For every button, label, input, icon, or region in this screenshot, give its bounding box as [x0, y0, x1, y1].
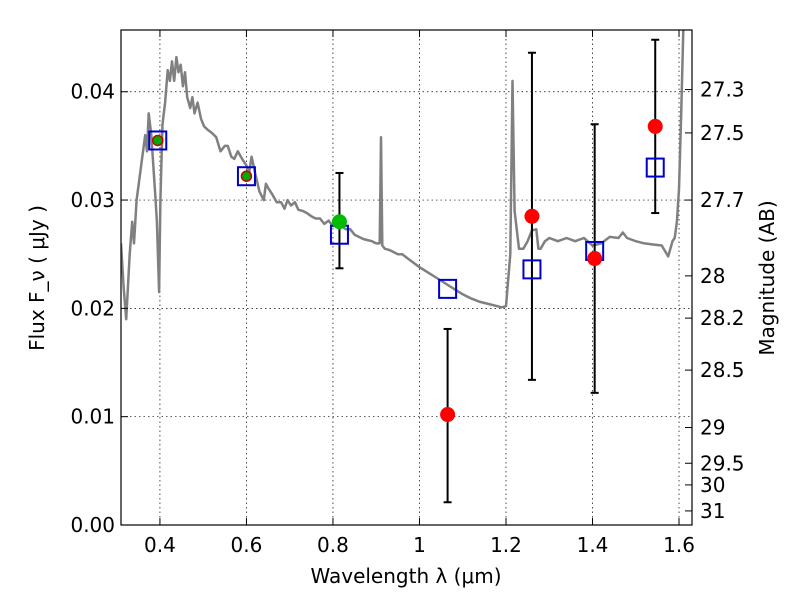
detection-point-green: [331, 214, 347, 230]
data-series: [121, 30, 685, 504]
y-tick-label: 0.01: [70, 405, 115, 429]
x-tick-label: 1.2: [490, 533, 522, 557]
model-photometry-square: [522, 259, 542, 280]
y-axis-label: Flux F_ν ( μJy ): [25, 205, 49, 351]
y-tick-label: 0.04: [70, 80, 115, 104]
optical-small-marker: [240, 170, 253, 182]
right-tick-label: 27.7: [700, 188, 745, 212]
detection-point-red: [440, 407, 456, 423]
right-tick-label: 27.5: [700, 121, 745, 145]
x-tick-label: 0.8: [317, 533, 349, 557]
right-tick-label: 28.2: [700, 306, 745, 330]
model-photometry-square: [236, 166, 256, 187]
x-tick-label: 1.6: [663, 533, 695, 557]
detection-point-red: [647, 118, 663, 134]
y-axis-right-label: Magnitude (AB): [755, 200, 779, 355]
axes: 0.4 0.6 0.8 1 1.2 1.4 1.6 0.00 0.01 0.02 0.03 0.04 2…: [70, 30, 745, 557]
x-tick-label: 1.4: [577, 533, 609, 557]
x-tick-label: 0.6: [231, 533, 263, 557]
plot-frame: [120, 29, 693, 526]
right-tick-label: 29.5: [700, 451, 745, 475]
model-photometry-square: [438, 278, 458, 299]
detection-point-red: [587, 251, 603, 267]
right-tick-label: 28.5: [700, 358, 745, 382]
y-tick-label: 0.03: [70, 188, 115, 212]
right-tick-label: 28: [700, 264, 725, 288]
y-tick-label: 0.02: [70, 296, 115, 320]
right-tick-label: 27.3: [700, 78, 745, 102]
model-photometry-square: [645, 157, 665, 178]
grid-lines: [121, 30, 692, 525]
right-tick-label: 29: [700, 416, 725, 440]
optical-small-marker: [152, 134, 164, 147]
model-sed-line: [121, 30, 685, 321]
model-photometry-square: [148, 130, 168, 151]
x-tick-label: 0.4: [144, 533, 176, 557]
right-tick-label: 31: [700, 499, 725, 523]
y-tick-label: 0.00: [70, 513, 115, 537]
x-tick-label: 1: [413, 533, 426, 557]
right-tick-label: 30: [700, 473, 725, 497]
detection-point-red: [524, 208, 540, 224]
x-axis-label: Wavelength λ (μm): [310, 564, 501, 588]
